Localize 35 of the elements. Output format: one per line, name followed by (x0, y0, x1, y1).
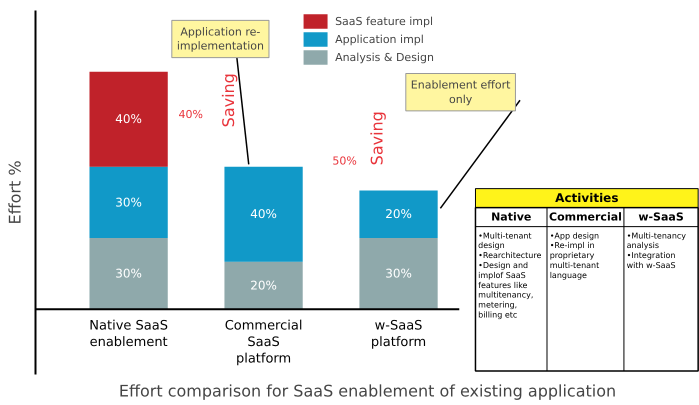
text: Commercial (549, 210, 622, 224)
text: Activities (555, 191, 618, 206)
bar (359, 238, 438, 310)
data-label: 20% (250, 278, 277, 292)
x-tick-label: w-SaaS platform (370, 318, 426, 350)
text: •Multi-tenant design •Rearchitecture •Design and implof SaaS features like multitenancy, metering, billing etc (478, 231, 542, 320)
data-label: 30% (385, 266, 412, 281)
y-axis-title: Effort % (6, 160, 24, 225)
data-label: 30% (115, 266, 142, 281)
text: •Multi-tenancy analysis •Integration with w-SaaS (626, 231, 686, 270)
annotation: 40% (178, 108, 203, 121)
bar (224, 262, 303, 310)
legend-label: SaaS feature impl (335, 14, 434, 28)
text: Application re- implementation (176, 25, 264, 53)
data-label: 40% (250, 207, 277, 222)
data-label: 20% (385, 207, 412, 222)
text: Native (491, 210, 532, 224)
x-tick-label: Commercial SaaS platform (224, 318, 302, 367)
bar (89, 72, 168, 167)
annotation: 50% (332, 154, 357, 168)
x-axis-title: Effort comparison for SaaS enablement of existing application (118, 382, 616, 400)
annotation: Saving (218, 73, 238, 128)
data-label: 40% (115, 112, 142, 126)
text: •App design •Re-impl in proprietary multi-tenant language (550, 231, 600, 280)
bar (359, 190, 438, 238)
data-label: 30% (115, 195, 142, 210)
legend-label: Application impl (335, 32, 424, 46)
legend-label: Analysis & Design (335, 50, 434, 64)
annotation: Enablement effort only (410, 78, 512, 106)
bar (224, 166, 303, 262)
text: w-SaaS (638, 210, 684, 224)
annotation: Saving (367, 111, 386, 166)
x-tick-label: Native SaaS enablement (89, 318, 168, 350)
bar (89, 166, 168, 238)
bar (89, 238, 168, 310)
